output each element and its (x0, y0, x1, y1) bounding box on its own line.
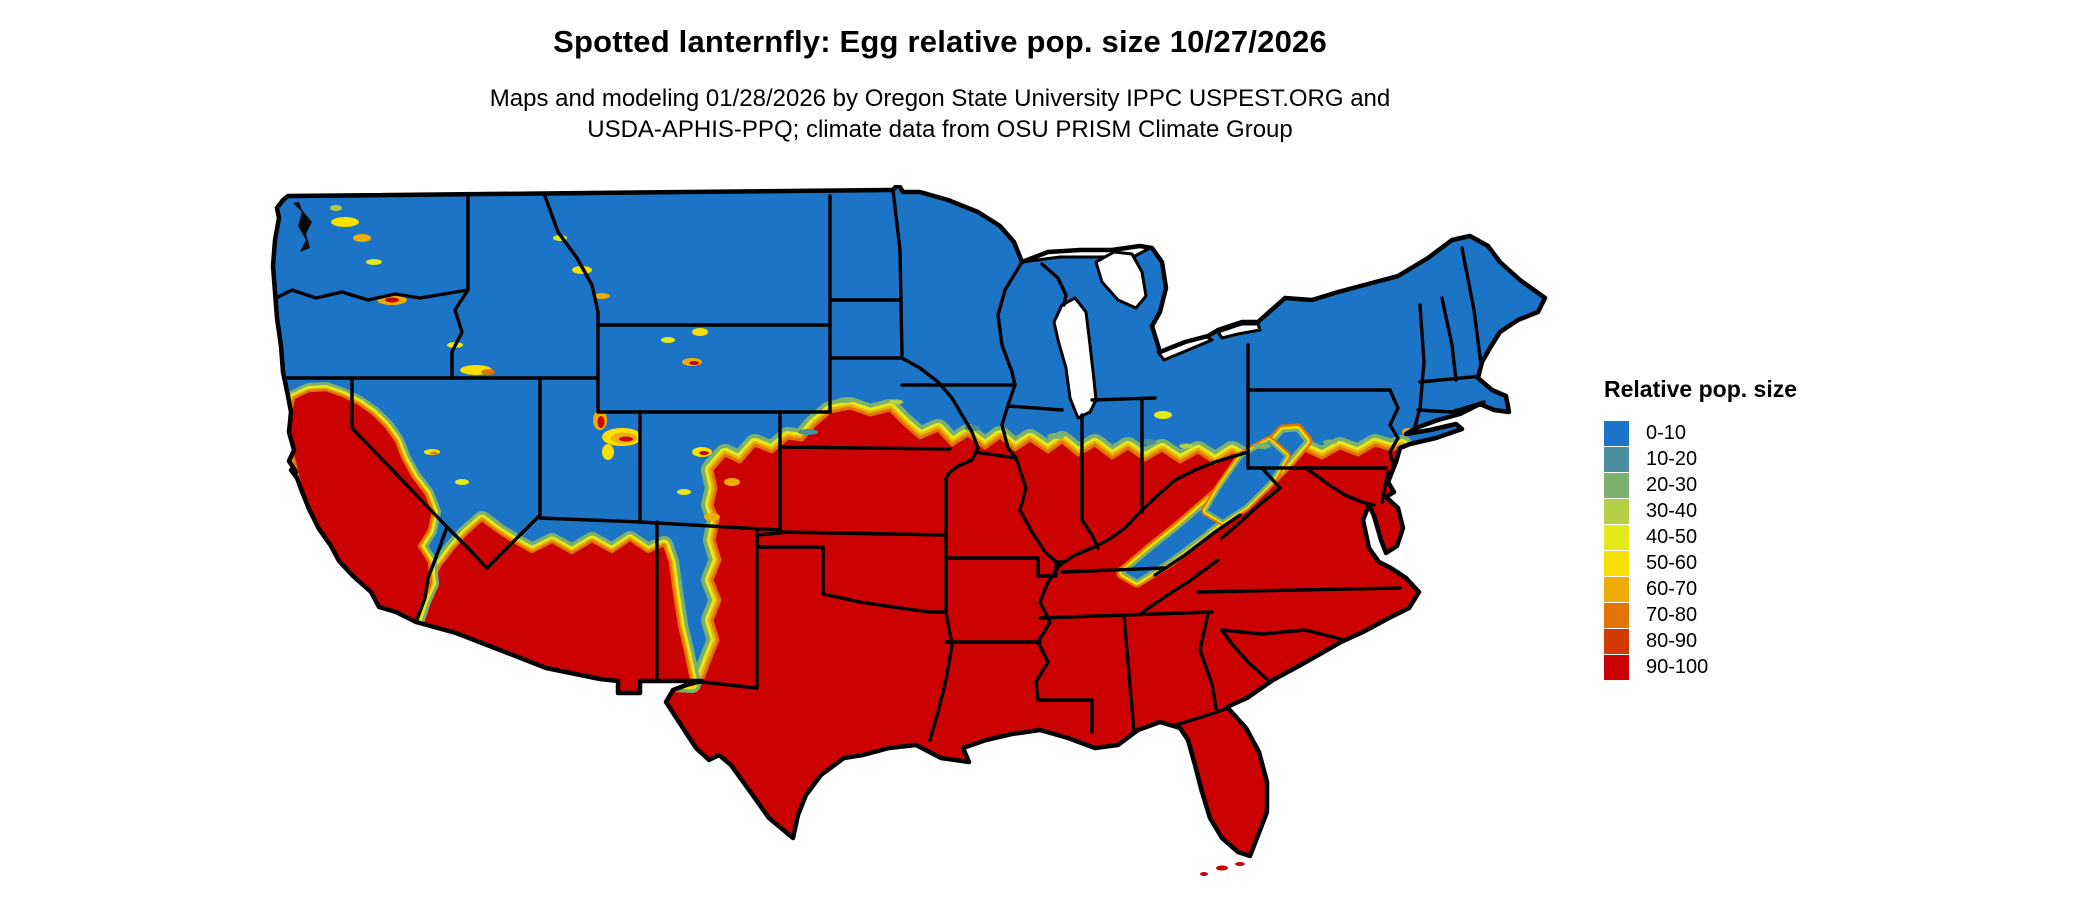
subtitle-line-1: Maps and modeling 01/28/2026 by Oregon S… (489, 85, 1391, 112)
legend-swatch (1604, 654, 1629, 680)
legend-label: 0-10 (1646, 421, 1687, 444)
legend-label: 70-80 (1646, 603, 1698, 626)
map-high-region-california (289, 390, 433, 622)
legend-item: 20-30 (1604, 472, 1904, 498)
legend-swatch (1604, 420, 1629, 446)
legend-items: 0-10 10-20 20-30 30-40 40-50 50-60 60-70 70-80 8… (1604, 420, 1904, 680)
map-fill-layers (273, 185, 1545, 856)
legend-item: 30-40 (1604, 498, 1904, 524)
legend-item: 10-20 (1604, 446, 1904, 472)
legend-label: 30-40 (1646, 499, 1698, 522)
lake-huron (1094, 250, 1148, 310)
us-outline (270, 181, 1548, 859)
page-title: Spotted lanternfly: Egg relative pop. si… (553, 24, 1327, 59)
legend-label: 90-100 (1646, 655, 1709, 678)
lake-michigan (1052, 296, 1098, 420)
legend-item: 50-60 (1604, 550, 1904, 576)
legend-label: 80-90 (1646, 629, 1698, 652)
legend-swatch (1604, 628, 1629, 654)
legend-item: 40-50 (1604, 524, 1904, 550)
subtitle-line-2: USDA-APHIS-PPQ; climate data from OSU PR… (587, 116, 1293, 143)
us-map-container (265, 181, 1595, 892)
legend-label: 10-20 (1646, 447, 1698, 470)
legend-label: 40-50 (1646, 525, 1698, 548)
legend: Relative pop. size 0-10 10-20 20-30 30-40 40… (1604, 376, 1904, 680)
legend-title: Relative pop. size (1604, 376, 1798, 402)
legend-label: 50-60 (1646, 551, 1698, 574)
map-high-region-southwest (416, 520, 692, 693)
legend-item: 70-80 (1604, 602, 1904, 628)
legend-item: 0-10 (1604, 420, 1904, 446)
legend-swatch (1604, 498, 1629, 524)
florida-keys (1200, 862, 1245, 876)
legend-item: 60-70 (1604, 576, 1904, 602)
legend-swatch (1604, 472, 1629, 498)
legend-swatch (1604, 524, 1629, 550)
legend-label: 60-70 (1646, 577, 1698, 600)
legend-swatch (1604, 576, 1629, 602)
legend-swatch (1604, 446, 1629, 472)
map-speckles (330, 205, 1414, 521)
puget-sound (293, 202, 312, 252)
legend-swatch (1604, 602, 1629, 628)
page-subtitle: Maps and modeling 01/28/2026 by Oregon S… (0, 83, 1880, 145)
state-borders (273, 188, 1486, 742)
legend-item: 90-100 (1604, 654, 1904, 680)
legend-swatch (1604, 550, 1629, 576)
legend-label: 20-30 (1646, 473, 1698, 496)
legend-item: 80-90 (1604, 628, 1904, 654)
us-map (270, 181, 1548, 876)
